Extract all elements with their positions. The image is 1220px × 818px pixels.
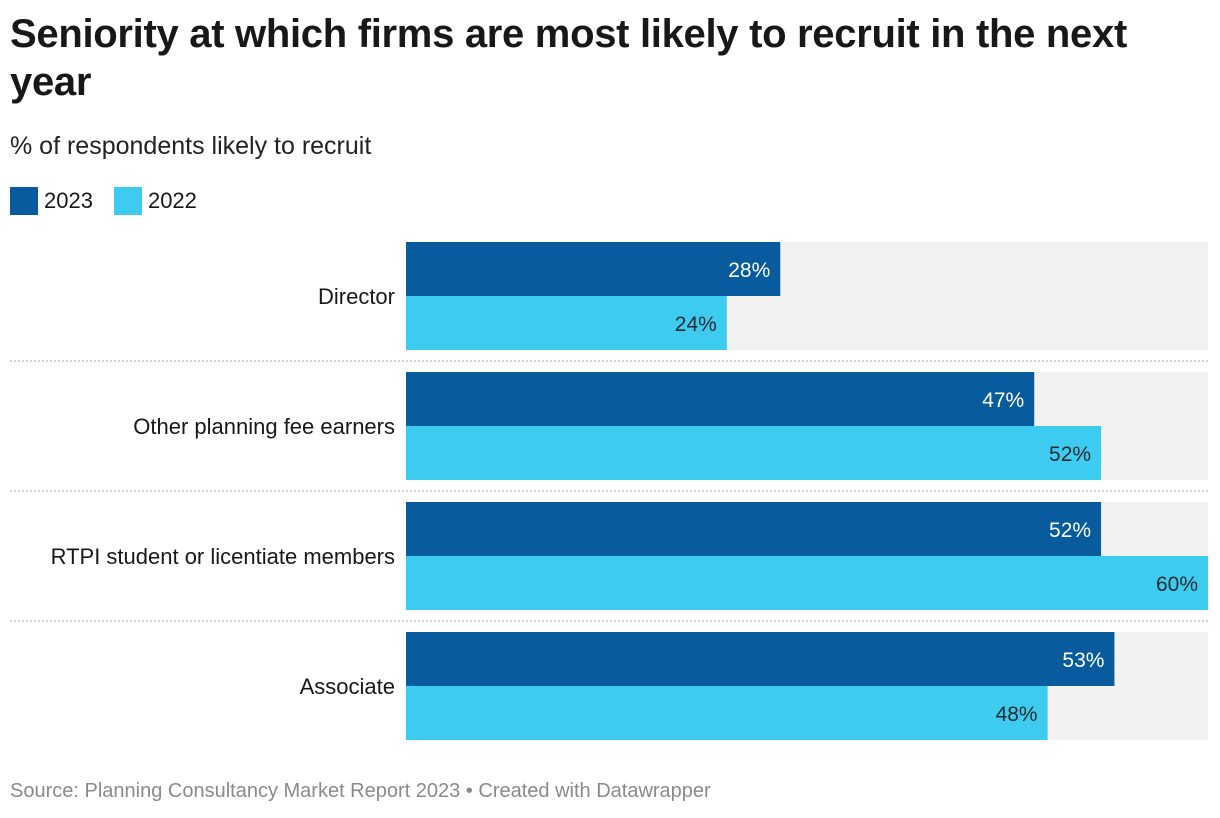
legend: 2023 2022	[10, 185, 218, 217]
data-label-2023-associate: 53%	[1062, 649, 1104, 672]
legend-swatch-2023	[10, 187, 38, 215]
chart-subtitle: % of respondents likely to recruit	[10, 132, 372, 160]
data-label-2022-other-planning-fee-earners: 52%	[1049, 443, 1091, 466]
bar-2022-rtpi-student-or-licentiate-members	[406, 556, 1208, 610]
legend-item-2022: 2022	[113, 187, 197, 215]
data-label-2022-rtpi-student-or-licentiate-members: 60%	[1156, 573, 1198, 596]
data-label-2022-associate: 48%	[996, 703, 1038, 726]
bar-2023-director	[406, 242, 781, 296]
data-label-2022-director: 24%	[675, 313, 717, 336]
category-label-director: Director	[318, 284, 395, 309]
category-label-rtpi-student-or-licentiate-members: RTPI student or licentiate members	[51, 544, 395, 569]
bar-2022-associate	[406, 686, 1048, 740]
source-note: Source: Planning Consultancy Market Repo…	[10, 780, 711, 802]
legend-item-2023: 2023	[10, 187, 93, 215]
bar-2022-director	[406, 296, 727, 350]
bar-2023-rtpi-student-or-licentiate-members	[406, 502, 1102, 556]
legend-swatch-2022	[113, 187, 142, 215]
bar-2023-other-planning-fee-earners	[406, 372, 1035, 426]
bar-chart: Director 28% 24% Other planning fee earners…	[10, 242, 1208, 740]
bar-2023-associate	[406, 632, 1115, 686]
data-label-2023-rtpi-student-or-licentiate-members: 52%	[1049, 519, 1091, 542]
data-label-2023-other-planning-fee-earners: 47%	[982, 389, 1024, 412]
data-label-2023-director: 28%	[728, 259, 770, 282]
category-label-associate: Associate	[300, 674, 395, 699]
category-label-other-planning-fee-earners: Other planning fee earners	[133, 414, 395, 439]
legend-label-2023: 2023	[44, 188, 93, 213]
bar-2022-other-planning-fee-earners	[406, 426, 1102, 480]
chart-title: Seniority at which firms are most likely…	[10, 12, 1127, 104]
legend-label-2022: 2022	[147, 188, 197, 213]
